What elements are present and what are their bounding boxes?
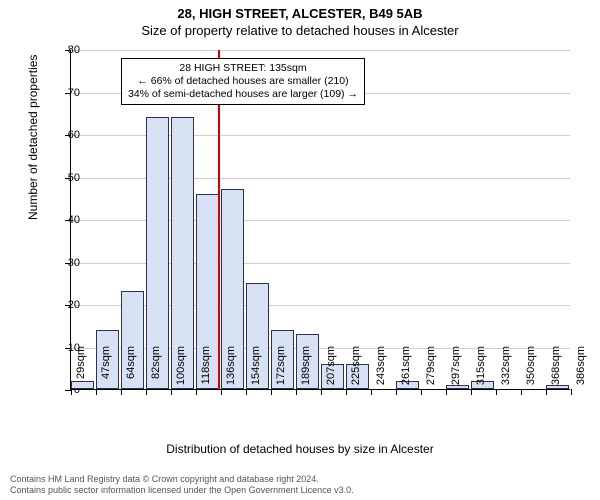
chart-area: 0102030405060708029sqm47sqm64sqm82sqm100… — [50, 50, 570, 390]
x-tick-label: 189sqm — [300, 346, 312, 396]
x-tick — [196, 389, 197, 395]
x-tick — [146, 389, 147, 395]
x-tick — [371, 389, 372, 395]
x-tick — [121, 389, 122, 395]
x-tick — [546, 389, 547, 395]
x-tick — [446, 389, 447, 395]
x-tick-label: 47sqm — [100, 346, 112, 396]
chart-title-block: 28, HIGH STREET, ALCESTER, B49 5AB Size … — [0, 0, 600, 40]
annotation-line: 28 HIGH STREET: 135sqm — [128, 62, 358, 75]
x-tick — [296, 389, 297, 395]
x-tick-label: 350sqm — [525, 346, 537, 396]
x-tick — [571, 389, 572, 395]
gridline — [71, 50, 570, 51]
annotation-box: 28 HIGH STREET: 135sqm← 66% of detached … — [121, 58, 365, 105]
x-tick-label: 154sqm — [250, 346, 262, 396]
x-tick — [346, 389, 347, 395]
x-tick — [321, 389, 322, 395]
x-tick-label: 225sqm — [350, 346, 362, 396]
x-tick — [171, 389, 172, 395]
title-line-1: 28, HIGH STREET, ALCESTER, B49 5AB — [0, 6, 600, 23]
y-tick-label: 80 — [68, 44, 80, 56]
x-tick — [71, 389, 72, 395]
x-tick — [521, 389, 522, 395]
x-tick-label: 315sqm — [475, 346, 487, 396]
y-tick-label: 60 — [68, 129, 80, 141]
x-tick — [396, 389, 397, 395]
x-axis-label: Distribution of detached houses by size … — [0, 442, 600, 456]
annotation-line: 34% of semi-detached houses are larger (… — [128, 88, 358, 101]
x-tick — [246, 389, 247, 395]
x-tick-label: 100sqm — [175, 346, 187, 396]
x-tick — [96, 389, 97, 395]
attribution-footer: Contains HM Land Registry data © Crown c… — [0, 474, 600, 497]
x-tick — [221, 389, 222, 395]
x-tick-label: 118sqm — [200, 346, 212, 396]
x-tick-label: 82sqm — [150, 346, 162, 396]
y-tick-label: 50 — [68, 172, 80, 184]
y-axis-label: Number of detached properties — [26, 55, 40, 220]
x-tick-label: 261sqm — [400, 346, 412, 396]
title-line-2: Size of property relative to detached ho… — [0, 23, 600, 40]
y-tick-label: 30 — [68, 257, 80, 269]
y-tick-label: 20 — [68, 299, 80, 311]
x-tick-label: 64sqm — [125, 346, 137, 396]
x-tick-label: 386sqm — [575, 346, 587, 396]
y-tick-label: 40 — [68, 214, 80, 226]
y-tick-label: 70 — [68, 87, 80, 99]
x-tick-label: 243sqm — [375, 346, 387, 396]
x-tick — [421, 389, 422, 395]
x-tick — [271, 389, 272, 395]
plot-area: 0102030405060708029sqm47sqm64sqm82sqm100… — [70, 50, 570, 390]
footer-line-2: Contains public sector information licen… — [10, 485, 590, 496]
x-tick — [471, 389, 472, 395]
x-tick — [496, 389, 497, 395]
annotation-line: ← 66% of detached houses are smaller (21… — [128, 75, 358, 88]
x-tick-label: 297sqm — [450, 346, 462, 396]
x-tick-label: 368sqm — [550, 346, 562, 396]
x-tick-label: 207sqm — [325, 346, 337, 396]
x-tick-label: 332sqm — [500, 346, 512, 396]
footer-line-1: Contains HM Land Registry data © Crown c… — [10, 474, 590, 485]
x-tick-label: 279sqm — [425, 346, 437, 396]
x-tick-label: 172sqm — [275, 346, 287, 396]
x-tick-label: 29sqm — [75, 346, 87, 396]
x-tick-label: 136sqm — [225, 346, 237, 396]
